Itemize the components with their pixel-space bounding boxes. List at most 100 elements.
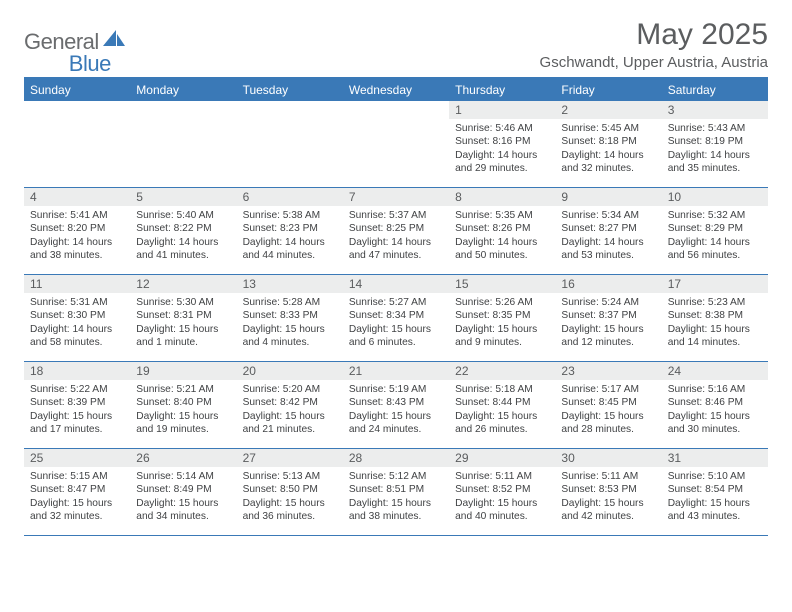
day-details: Sunrise: 5:28 AMSunset: 8:33 PMDaylight:…	[237, 293, 343, 353]
day-number: 8	[449, 188, 555, 206]
day-cell: 21Sunrise: 5:19 AMSunset: 8:43 PMDayligh…	[343, 362, 449, 448]
calendar-page: General Blue May 2025 Gschwandt, Upper A…	[0, 0, 792, 536]
day-number: 26	[130, 449, 236, 467]
day-details: Sunrise: 5:38 AMSunset: 8:23 PMDaylight:…	[237, 206, 343, 266]
day-details	[130, 119, 236, 126]
day-details: Sunrise: 5:45 AMSunset: 8:18 PMDaylight:…	[555, 119, 661, 179]
dow-header: Wednesday	[343, 79, 449, 101]
day-number: 17	[662, 275, 768, 293]
day-number: 30	[555, 449, 661, 467]
day-cell: 27Sunrise: 5:13 AMSunset: 8:50 PMDayligh…	[237, 449, 343, 535]
location-text: Gschwandt, Upper Austria, Austria	[540, 54, 768, 71]
day-details: Sunrise: 5:13 AMSunset: 8:50 PMDaylight:…	[237, 467, 343, 527]
brand-word-blue: Blue	[69, 29, 111, 77]
day-number: 16	[555, 275, 661, 293]
day-cell: 20Sunrise: 5:20 AMSunset: 8:42 PMDayligh…	[237, 362, 343, 448]
day-cell: 9Sunrise: 5:34 AMSunset: 8:27 PMDaylight…	[555, 188, 661, 274]
day-cell: 8Sunrise: 5:35 AMSunset: 8:26 PMDaylight…	[449, 188, 555, 274]
day-number: 15	[449, 275, 555, 293]
day-details: Sunrise: 5:19 AMSunset: 8:43 PMDaylight:…	[343, 380, 449, 440]
dow-header: Thursday	[449, 79, 555, 101]
day-cell: 26Sunrise: 5:14 AMSunset: 8:49 PMDayligh…	[130, 449, 236, 535]
week-row: 1Sunrise: 5:46 AMSunset: 8:16 PMDaylight…	[24, 101, 768, 188]
day-cell	[24, 101, 130, 187]
day-details: Sunrise: 5:17 AMSunset: 8:45 PMDaylight:…	[555, 380, 661, 440]
day-cell: 3Sunrise: 5:43 AMSunset: 8:19 PMDaylight…	[662, 101, 768, 187]
dow-header: Sunday	[24, 79, 130, 101]
weeks-container: 1Sunrise: 5:46 AMSunset: 8:16 PMDaylight…	[24, 101, 768, 536]
dow-header: Monday	[130, 79, 236, 101]
day-cell: 12Sunrise: 5:30 AMSunset: 8:31 PMDayligh…	[130, 275, 236, 361]
day-cell: 2Sunrise: 5:45 AMSunset: 8:18 PMDaylight…	[555, 101, 661, 187]
day-number: 25	[24, 449, 130, 467]
day-details	[24, 119, 130, 126]
day-details: Sunrise: 5:30 AMSunset: 8:31 PMDaylight:…	[130, 293, 236, 353]
day-number: 28	[343, 449, 449, 467]
day-cell: 24Sunrise: 5:16 AMSunset: 8:46 PMDayligh…	[662, 362, 768, 448]
day-number: 13	[237, 275, 343, 293]
day-cell	[237, 101, 343, 187]
day-cell: 7Sunrise: 5:37 AMSunset: 8:25 PMDaylight…	[343, 188, 449, 274]
day-number: 29	[449, 449, 555, 467]
day-cell: 14Sunrise: 5:27 AMSunset: 8:34 PMDayligh…	[343, 275, 449, 361]
day-details: Sunrise: 5:37 AMSunset: 8:25 PMDaylight:…	[343, 206, 449, 266]
day-number: 5	[130, 188, 236, 206]
day-cell: 1Sunrise: 5:46 AMSunset: 8:16 PMDaylight…	[449, 101, 555, 187]
day-details: Sunrise: 5:20 AMSunset: 8:42 PMDaylight:…	[237, 380, 343, 440]
day-details: Sunrise: 5:34 AMSunset: 8:27 PMDaylight:…	[555, 206, 661, 266]
day-details: Sunrise: 5:23 AMSunset: 8:38 PMDaylight:…	[662, 293, 768, 353]
day-number: 27	[237, 449, 343, 467]
day-details: Sunrise: 5:11 AMSunset: 8:53 PMDaylight:…	[555, 467, 661, 527]
day-number: 19	[130, 362, 236, 380]
day-number: 24	[662, 362, 768, 380]
week-row: 18Sunrise: 5:22 AMSunset: 8:39 PMDayligh…	[24, 362, 768, 449]
day-details: Sunrise: 5:32 AMSunset: 8:29 PMDaylight:…	[662, 206, 768, 266]
day-cell: 30Sunrise: 5:11 AMSunset: 8:53 PMDayligh…	[555, 449, 661, 535]
calendar-grid: SundayMondayTuesdayWednesdayThursdayFrid…	[24, 77, 768, 536]
week-row: 11Sunrise: 5:31 AMSunset: 8:30 PMDayligh…	[24, 275, 768, 362]
day-details: Sunrise: 5:12 AMSunset: 8:51 PMDaylight:…	[343, 467, 449, 527]
day-number: 12	[130, 275, 236, 293]
day-number: 10	[662, 188, 768, 206]
day-number: 9	[555, 188, 661, 206]
week-row: 25Sunrise: 5:15 AMSunset: 8:47 PMDayligh…	[24, 449, 768, 536]
day-cell: 18Sunrise: 5:22 AMSunset: 8:39 PMDayligh…	[24, 362, 130, 448]
day-number: 22	[449, 362, 555, 380]
day-details: Sunrise: 5:21 AMSunset: 8:40 PMDaylight:…	[130, 380, 236, 440]
day-details: Sunrise: 5:22 AMSunset: 8:39 PMDaylight:…	[24, 380, 130, 440]
day-details: Sunrise: 5:27 AMSunset: 8:34 PMDaylight:…	[343, 293, 449, 353]
day-number: 21	[343, 362, 449, 380]
title-block: May 2025 Gschwandt, Upper Austria, Austr…	[540, 18, 768, 71]
day-cell: 13Sunrise: 5:28 AMSunset: 8:33 PMDayligh…	[237, 275, 343, 361]
day-details	[237, 119, 343, 126]
day-details: Sunrise: 5:31 AMSunset: 8:30 PMDaylight:…	[24, 293, 130, 353]
day-details: Sunrise: 5:24 AMSunset: 8:37 PMDaylight:…	[555, 293, 661, 353]
brand-logo: General Blue	[24, 18, 147, 66]
day-details: Sunrise: 5:10 AMSunset: 8:54 PMDaylight:…	[662, 467, 768, 527]
day-cell: 4Sunrise: 5:41 AMSunset: 8:20 PMDaylight…	[24, 188, 130, 274]
month-title: May 2025	[540, 18, 768, 52]
header: General Blue May 2025 Gschwandt, Upper A…	[24, 18, 768, 71]
day-number: 11	[24, 275, 130, 293]
dow-header-row: SundayMondayTuesdayWednesdayThursdayFrid…	[24, 79, 768, 101]
day-cell: 5Sunrise: 5:40 AMSunset: 8:22 PMDaylight…	[130, 188, 236, 274]
day-cell: 28Sunrise: 5:12 AMSunset: 8:51 PMDayligh…	[343, 449, 449, 535]
day-details: Sunrise: 5:15 AMSunset: 8:47 PMDaylight:…	[24, 467, 130, 527]
day-number: 3	[662, 101, 768, 119]
day-details: Sunrise: 5:40 AMSunset: 8:22 PMDaylight:…	[130, 206, 236, 266]
day-details: Sunrise: 5:11 AMSunset: 8:52 PMDaylight:…	[449, 467, 555, 527]
day-number: 2	[555, 101, 661, 119]
day-number: 23	[555, 362, 661, 380]
day-details: Sunrise: 5:14 AMSunset: 8:49 PMDaylight:…	[130, 467, 236, 527]
day-details: Sunrise: 5:43 AMSunset: 8:19 PMDaylight:…	[662, 119, 768, 179]
dow-header: Tuesday	[237, 79, 343, 101]
day-details: Sunrise: 5:26 AMSunset: 8:35 PMDaylight:…	[449, 293, 555, 353]
day-details	[343, 119, 449, 126]
day-number: 20	[237, 362, 343, 380]
day-cell: 17Sunrise: 5:23 AMSunset: 8:38 PMDayligh…	[662, 275, 768, 361]
day-cell	[130, 101, 236, 187]
day-cell: 16Sunrise: 5:24 AMSunset: 8:37 PMDayligh…	[555, 275, 661, 361]
day-cell: 31Sunrise: 5:10 AMSunset: 8:54 PMDayligh…	[662, 449, 768, 535]
day-cell: 29Sunrise: 5:11 AMSunset: 8:52 PMDayligh…	[449, 449, 555, 535]
day-cell: 15Sunrise: 5:26 AMSunset: 8:35 PMDayligh…	[449, 275, 555, 361]
